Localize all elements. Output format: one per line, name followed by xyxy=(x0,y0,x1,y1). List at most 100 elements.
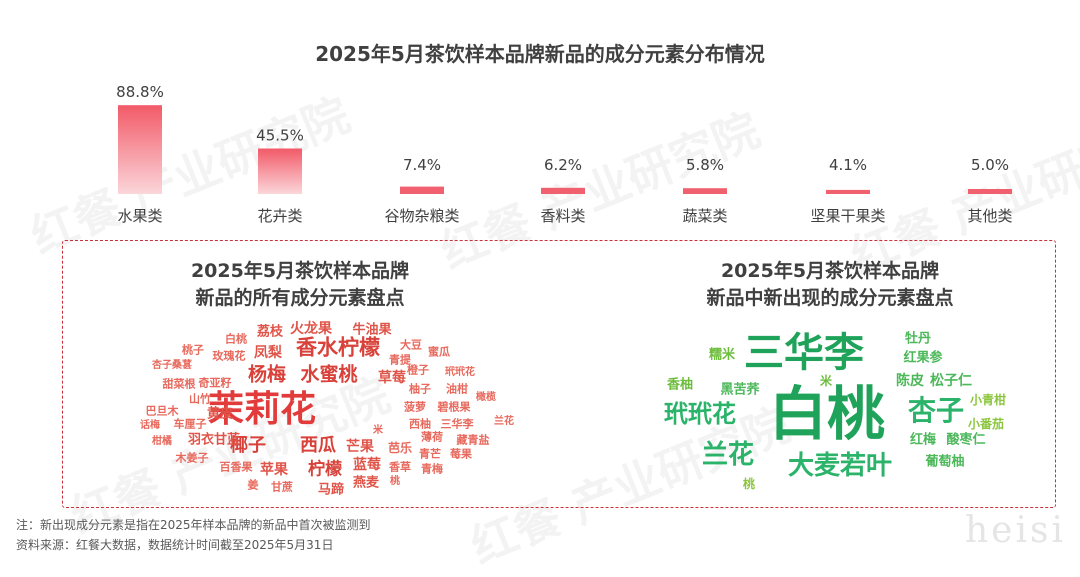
right-cloud-word: 糯米 xyxy=(708,347,736,363)
bar-value-label: 4.1% xyxy=(829,156,867,174)
right-cloud-word: 玳玳花 xyxy=(664,400,736,428)
category-label: 谷物杂粮类 xyxy=(384,207,459,225)
right-cloud-word: 红梅 xyxy=(909,432,937,448)
right-cloud-word: 黑苦荞 xyxy=(720,382,760,398)
left-cloud-word: 羽衣甘蓝 xyxy=(187,432,241,448)
footnote: 注：新出现成分元素是指在2025年样本品牌的新品中首次被监测到 xyxy=(16,518,371,532)
left-cloud-word: 兰花 xyxy=(494,416,514,427)
bar-value-label: 6.2% xyxy=(544,156,582,174)
left-cloud-word: 西柚 xyxy=(409,417,431,431)
right-cloud-word: 牡丹 xyxy=(904,331,932,347)
left-cloud-word: 油柑 xyxy=(446,382,468,396)
left-panel-title: 2025年5月茶饮样本品牌 新品的所有成分元素盘点 xyxy=(120,258,480,312)
left-cloud-word: 大豆 xyxy=(400,338,422,352)
left-cloud-word: 香水柠檬 xyxy=(296,335,380,360)
right-cloud-word: 葡萄柚 xyxy=(925,454,965,470)
left-cloud-word: 菠萝 xyxy=(404,400,426,414)
left-cloud-word: 桃 xyxy=(390,476,400,487)
bar xyxy=(400,186,444,194)
left-cloud-word: 燕麦 xyxy=(352,475,380,491)
left-cloud-word: 橙子 xyxy=(407,363,429,377)
bar xyxy=(258,148,302,194)
left-cloud-word: 玫瑰花 xyxy=(212,349,246,363)
left-cloud-word: 凤梨 xyxy=(254,345,282,361)
bar xyxy=(968,189,1012,194)
left-cloud-word: 柚子 xyxy=(409,382,431,396)
bar xyxy=(118,105,162,194)
left-cloud-word: 苹果 xyxy=(260,462,288,478)
left-cloud-word: 水蜜桃 xyxy=(300,363,358,386)
right-cloud-word: 酸枣仁 xyxy=(946,432,986,448)
left-cloud-word: 橄榄 xyxy=(476,392,496,403)
left-cloud-word: 木姜子 xyxy=(175,451,209,465)
category-label: 蔬菜类 xyxy=(682,207,727,225)
left-cloud-word: 芒果 xyxy=(346,439,374,455)
left-panel-title-line1: 2025年5月茶饮样本品牌 xyxy=(190,260,410,282)
category-label: 坚果干果类 xyxy=(810,207,885,225)
left-cloud-word: 马蹄 xyxy=(317,482,345,498)
right-cloud-word: 红果参 xyxy=(903,350,943,366)
left-cloud-word: 荔枝 xyxy=(256,324,284,340)
left-cloud-word: 杨梅 xyxy=(247,363,287,386)
left-cloud-word: 玳玳花 xyxy=(445,367,475,378)
left-cloud-word: 薄荷 xyxy=(421,430,443,444)
right-cloud-word: 米 xyxy=(819,374,833,388)
left-cloud-word: 巴旦木 xyxy=(145,404,179,418)
left-cloud-word: 黄皮 xyxy=(206,406,234,422)
left-cloud-word: 柠檬 xyxy=(308,459,342,480)
left-cloud-word: 草莓 xyxy=(378,370,406,386)
left-cloud-word: 话梅 xyxy=(140,420,160,431)
left-cloud-word: 白桃 xyxy=(225,332,247,346)
left-cloud-word: 茉莉花 xyxy=(207,389,317,430)
bar-value-label: 88.8% xyxy=(116,83,164,101)
bar xyxy=(683,188,727,194)
left-cloud-word: 蜜瓜 xyxy=(428,345,450,359)
left-cloud-word: 椰子 xyxy=(230,435,266,456)
right-panel-title-line2: 新品中新出现的成分元素盘点 xyxy=(706,287,954,309)
left-cloud-word: 三华李 xyxy=(440,417,474,431)
left-cloud-word: 蓝莓 xyxy=(353,457,381,473)
left-cloud-word: 香草 xyxy=(389,460,411,474)
right-cloud-word: 杏子 xyxy=(907,394,965,427)
left-cloud-word: 奇亚籽 xyxy=(198,376,232,390)
left-cloud-word: 青提 xyxy=(389,353,411,367)
bar xyxy=(541,187,585,194)
bar-value-label: 5.8% xyxy=(686,156,724,174)
left-cloud-word: 山竹 xyxy=(189,392,211,406)
left-cloud-word: 百香果 xyxy=(219,460,253,474)
left-cloud-word: 藏青盐 xyxy=(456,433,490,447)
right-cloud-word: 白桃 xyxy=(768,380,886,448)
right-cloud-word: 陈皮 xyxy=(896,373,924,389)
left-cloud-word: 桃子 xyxy=(182,343,204,357)
left-cloud-word: 芭乐 xyxy=(387,441,413,455)
right-cloud-word: 桃 xyxy=(742,477,756,491)
left-cloud-word: 西瓜 xyxy=(300,435,336,456)
left-cloud-word: 青梅 xyxy=(421,462,443,476)
source-note: 资料来源：红餐大数据，数据统计时间截至2025年5月31日 xyxy=(16,538,334,552)
word-cloud-panel xyxy=(62,240,1056,508)
left-cloud-word: 碧根果 xyxy=(437,400,471,414)
category-label: 香料类 xyxy=(540,207,585,225)
left-cloud-word: 姜 xyxy=(247,478,259,492)
bar-chart: 88.8% 水果类 45.5% 花卉类 7.4% 谷物杂粮类 6.2% 香料类 5.8% 蔬菜类 4… xyxy=(116,83,1012,225)
right-cloud-word: 香柚 xyxy=(666,377,694,393)
left-cloud-word: 甜菜根 xyxy=(162,377,196,391)
left-cloud-word: 火龙果 xyxy=(290,321,332,337)
left-word-cloud: 茉莉花 香水柠檬 杨梅 水蜜桃椰子 西瓜柠檬 火龙果 牛油果 荔枝凤梨草莓芒果蓝莓 苹果马蹄 燕麦… xyxy=(140,321,514,498)
right-cloud-word: 兰花 xyxy=(701,440,755,470)
bar xyxy=(826,189,870,194)
bar-value-label: 7.4% xyxy=(403,156,441,174)
right-cloud-word: 松子仁 xyxy=(930,373,972,389)
left-cloud-word: 车厘子 xyxy=(173,417,207,431)
signature-watermark: heisi xyxy=(965,510,1066,551)
left-cloud-word: 青芒 xyxy=(419,447,441,461)
right-cloud-word: 小番茄 xyxy=(967,417,1005,431)
category-label: 其他类 xyxy=(967,207,1012,225)
left-cloud-word: 甘蔗 xyxy=(271,480,293,494)
left-cloud-word: 牛油果 xyxy=(352,322,392,338)
left-cloud-word: 柑橘 xyxy=(152,436,172,447)
right-panel-title: 2025年5月茶饮样本品牌 新品中新出现的成分元素盘点 xyxy=(640,258,1020,312)
bar-value-label: 5.0% xyxy=(971,156,1009,174)
bar-value-label: 45.5% xyxy=(256,127,304,145)
right-word-cloud: 白桃 三华李 玳玳花 杏子 兰花 大麦若叶 牡丹 红果参 糯米 香柚 黑苦荞 米 陈皮 松子仁 小青柑 小番茄… xyxy=(664,331,1006,491)
